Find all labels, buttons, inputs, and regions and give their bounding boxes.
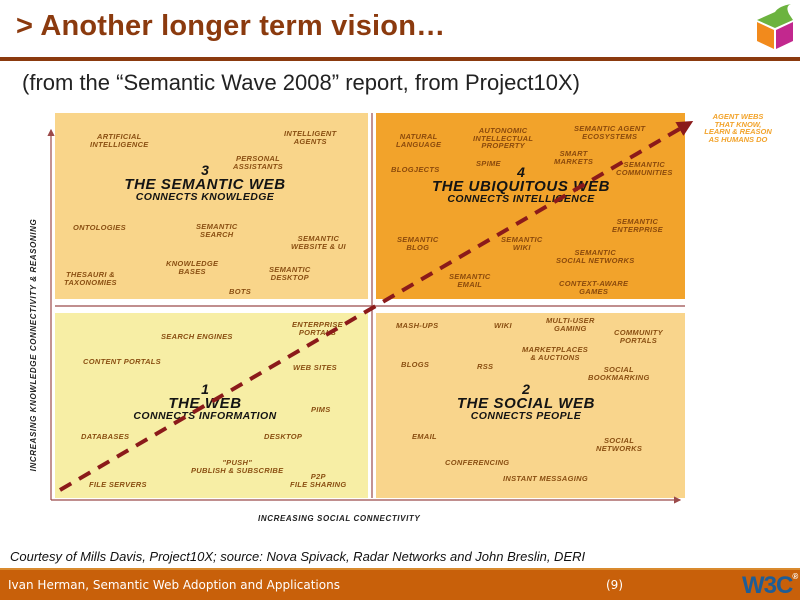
term: Artificial intelligence (90, 132, 149, 149)
quadrant-heading: 2 The Social Web Connects People (431, 381, 621, 422)
title-divider (0, 57, 800, 61)
term: Web sites (293, 363, 337, 372)
term: Conferencing (445, 458, 510, 467)
term: Personal assistants (233, 154, 283, 171)
term: Semantic search (196, 222, 238, 239)
term: Blogjects (391, 165, 440, 174)
term: Social networks (596, 436, 643, 453)
term: Instant messaging (503, 474, 588, 483)
term: Email (412, 432, 437, 441)
term: Search engines (161, 332, 233, 341)
term: RSS (477, 362, 494, 371)
term: Blogs (401, 360, 430, 369)
term: Smart markets (554, 149, 594, 166)
slide-title: > Another longer term vision… (16, 10, 446, 42)
term: Social bookmarking (588, 365, 650, 382)
term: Semantic social networks (556, 248, 635, 265)
term: Autonomic intellectual property (473, 126, 534, 150)
registered-mark: ® (792, 572, 798, 581)
quadrant-the-web: Search engines Enterprise portals Conten… (55, 313, 368, 498)
term: Community portals (614, 328, 663, 345)
term: PIMs (311, 405, 331, 414)
term: Semantic communities (616, 160, 673, 177)
quadrant-name: The Web (168, 395, 242, 412)
w3c-logo-icon: W3C® (742, 572, 798, 600)
quadrant-heading: 3 The Semantic Web Connects Knowledge (105, 162, 305, 203)
term: Multi-user gaming (546, 316, 595, 333)
quadrant-name: The Social Web (456, 395, 596, 412)
x-axis-label: Increasing social connectivity (258, 514, 421, 523)
footer-author-title: Ivan Herman, Semantic Web Adoption and A… (8, 578, 340, 592)
source-credit: Courtesy of Mills Davis, Project10X; sou… (10, 549, 586, 564)
term: Bots (229, 287, 252, 296)
semantic-web-cube-logo-icon (757, 4, 793, 49)
term: Semantic desktop (269, 265, 311, 282)
term: Semantic enterprise (612, 217, 663, 234)
quadrant-subtitle: Connects Information (133, 410, 277, 422)
quadrant-heading: 4 The Ubiquitous Web Connects Intelligen… (421, 164, 621, 205)
page-number: (9) (606, 578, 623, 592)
quadrant-semantic-web: Artificial intelligence Intelligent agen… (55, 113, 368, 299)
term: Ontologies (73, 223, 126, 232)
term: Knowledge bases (166, 259, 219, 276)
slide-subtitle: (from the “Semantic Wave 2008” report, f… (22, 70, 580, 95)
term: File servers (89, 480, 147, 489)
y-axis-label: Increasing knowledge connectivity & reas… (29, 218, 38, 472)
quadrant-number: 4 (517, 164, 525, 180)
term: Context-aware games (559, 279, 629, 296)
term: Thesauri & taxonomies (64, 270, 117, 287)
quadrant-name: The Ubiquitous Web (431, 178, 611, 195)
term: Intelligent agents (284, 129, 337, 146)
term: Spime (476, 159, 501, 168)
term: P2P file sharing (290, 472, 347, 489)
agent-webs-note: Agent webs that know, learn & reason as … (704, 112, 772, 144)
term: Desktop (264, 432, 303, 441)
term: Content portals (83, 357, 161, 366)
quadrant-heading: 1 The Web Connects Information (105, 381, 305, 422)
w3c-logo-text: W3C (742, 572, 793, 599)
term: Mash-ups (396, 321, 439, 330)
quadrant-subtitle: Connects Knowledge (135, 191, 275, 203)
quadrant-name: The Semantic Web (124, 176, 286, 193)
quadrant-subtitle: Connects Intelligence (447, 193, 595, 205)
quadrant-number: 2 (522, 381, 530, 397)
term: Databases (81, 432, 130, 441)
slide-footer: Ivan Herman, Semantic Web Adoption and A… (0, 568, 800, 600)
term: Semantic email (449, 272, 491, 289)
term: Enterprise portals (292, 320, 343, 337)
term: Marketplaces & auctions (522, 345, 589, 362)
term: Semantic website & UI (291, 234, 346, 251)
term: Natural language (396, 132, 442, 149)
term: "Push" publish & subscribe (191, 458, 284, 475)
quadrant-ubiquitous-web: Natural language Autonomic intellectual … (376, 113, 685, 299)
term: Semantic wiki (501, 235, 543, 252)
quadrant-social-web: Mash-ups Wiki Multi-user gaming Communit… (376, 313, 685, 498)
quadrant-number: 3 (201, 162, 209, 178)
quadrant-subtitle: Connects People (470, 410, 582, 422)
term: Semantic blog (397, 235, 439, 252)
quadrant-number: 1 (201, 381, 209, 397)
term: Wiki (494, 321, 512, 330)
term: Semantic agent ecosystems (574, 124, 646, 141)
